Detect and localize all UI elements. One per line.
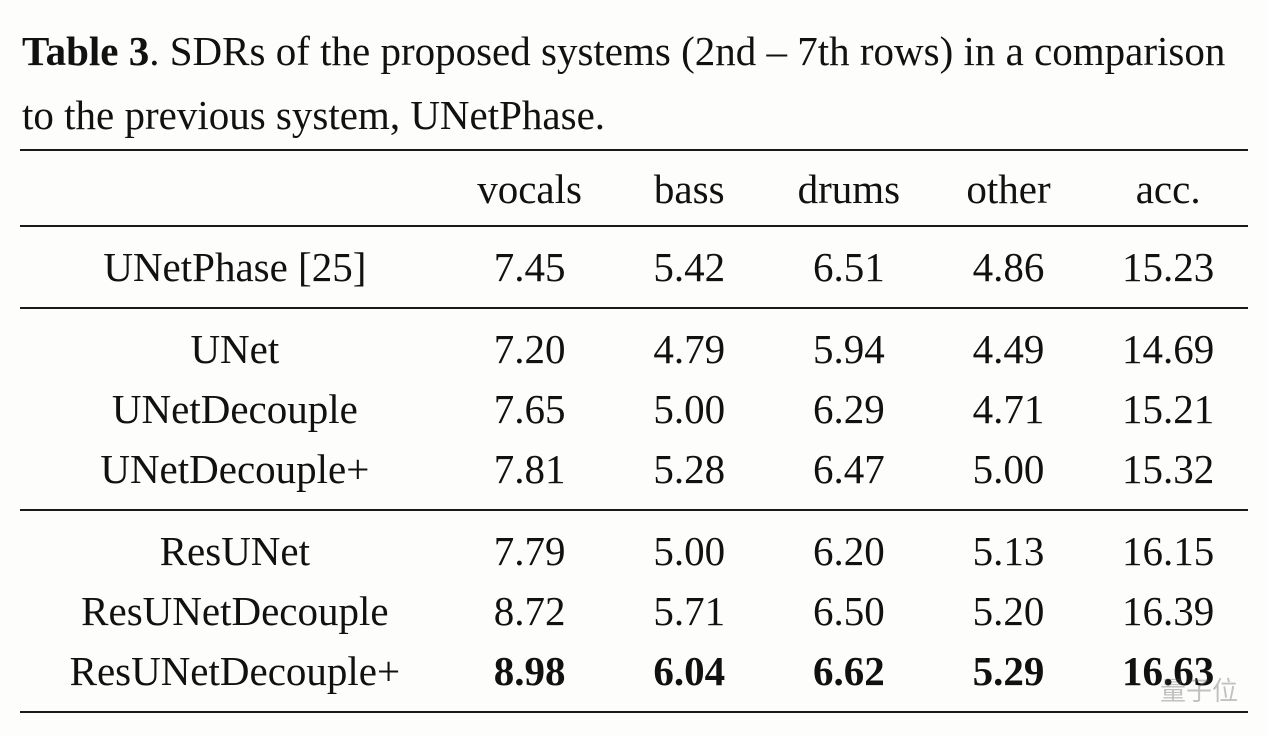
row-name: UNetPhase [25]	[20, 226, 450, 308]
cell-value: 5.20	[929, 581, 1089, 641]
col-header: other	[929, 150, 1089, 226]
table-row: UNetDecouple+7.815.286.475.0015.32	[20, 439, 1248, 510]
cell-value: 6.50	[769, 581, 929, 641]
cell-value: 5.94	[769, 308, 929, 379]
cell-value: 4.71	[929, 379, 1089, 439]
cell-value: 14.69	[1088, 308, 1248, 379]
table-row: UNetPhase [25]7.455.426.514.8615.23	[20, 226, 1248, 308]
row-name: ResUNetDecouple+	[20, 641, 450, 712]
cell-value: 16.63	[1088, 641, 1248, 712]
cell-value: 5.00	[609, 510, 769, 581]
cell-value: 8.72	[450, 581, 610, 641]
row-name: ResUNetDecouple	[20, 581, 450, 641]
cell-value: 15.21	[1088, 379, 1248, 439]
table-caption-text: . SDRs of the proposed systems (2nd – 7t…	[22, 28, 1225, 138]
cell-value: 7.45	[450, 226, 610, 308]
cell-value: 7.65	[450, 379, 610, 439]
cell-value: 4.86	[929, 226, 1089, 308]
table-row: UNetDecouple7.655.006.294.7115.21	[20, 379, 1248, 439]
row-name: UNetDecouple+	[20, 439, 450, 510]
row-name: UNet	[20, 308, 450, 379]
cell-value: 6.04	[609, 641, 769, 712]
table-row: UNet7.204.795.944.4914.69	[20, 308, 1248, 379]
cell-value: 5.42	[609, 226, 769, 308]
results-table: vocals bass drums other acc. UNetPhase […	[20, 149, 1248, 713]
table-caption: Table 3. SDRs of the proposed systems (2…	[22, 20, 1246, 147]
cell-value: 7.81	[450, 439, 610, 510]
cell-value: 6.47	[769, 439, 929, 510]
cell-value: 6.29	[769, 379, 929, 439]
cell-value: 7.20	[450, 308, 610, 379]
table-row: ResUNet7.795.006.205.1316.15	[20, 510, 1248, 581]
col-header: bass	[609, 150, 769, 226]
row-name: UNetDecouple	[20, 379, 450, 439]
cell-value: 6.62	[769, 641, 929, 712]
cell-value: 5.13	[929, 510, 1089, 581]
cell-value: 5.00	[609, 379, 769, 439]
cell-value: 7.79	[450, 510, 610, 581]
table-row: ResUNetDecouple+8.986.046.625.2916.63	[20, 641, 1248, 712]
table-row: ResUNetDecouple8.725.716.505.2016.39	[20, 581, 1248, 641]
cell-value: 6.51	[769, 226, 929, 308]
cell-value: 15.23	[1088, 226, 1248, 308]
col-header	[20, 150, 450, 226]
cell-value: 5.29	[929, 641, 1089, 712]
cell-value: 4.49	[929, 308, 1089, 379]
table-caption-label: Table 3	[22, 28, 149, 74]
cell-value: 16.39	[1088, 581, 1248, 641]
row-name: ResUNet	[20, 510, 450, 581]
cell-value: 15.32	[1088, 439, 1248, 510]
cell-value: 16.15	[1088, 510, 1248, 581]
table-body: UNetPhase [25]7.455.426.514.8615.23UNet7…	[20, 226, 1248, 712]
cell-value: 5.00	[929, 439, 1089, 510]
col-header: drums	[769, 150, 929, 226]
cell-value: 5.71	[609, 581, 769, 641]
cell-value: 5.28	[609, 439, 769, 510]
cell-value: 6.20	[769, 510, 929, 581]
col-header: vocals	[450, 150, 610, 226]
table-header-row: vocals bass drums other acc.	[20, 150, 1248, 226]
cell-value: 8.98	[450, 641, 610, 712]
col-header: acc.	[1088, 150, 1248, 226]
cell-value: 4.79	[609, 308, 769, 379]
